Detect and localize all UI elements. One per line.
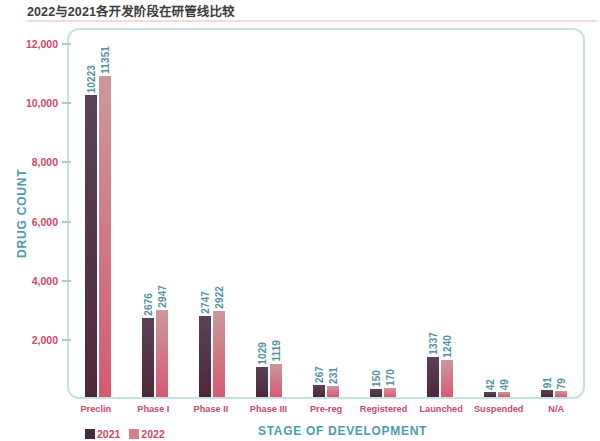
x-category-label: Suspended	[470, 404, 528, 414]
bar-wrap: 2947	[156, 310, 168, 397]
bar-2022-preclin	[99, 76, 111, 397]
bar-group-registered: 150170	[355, 30, 412, 397]
bar-value-label: 231	[327, 367, 338, 384]
bar-group-phase-i: 26762947	[126, 30, 183, 397]
bar-2021-pre-reg	[313, 385, 325, 397]
x-category-label: Pre-reg	[297, 404, 355, 414]
bar-2021-registered	[370, 389, 382, 397]
y-tick-label: 6,000	[0, 216, 58, 228]
y-tick-label: 2,000	[0, 334, 58, 346]
y-tick-label: 10,000	[0, 97, 58, 109]
bar-2021-preclin	[85, 95, 97, 397]
x-category-label: Preclin	[67, 404, 125, 414]
bar-2022-registered	[384, 388, 396, 397]
bar-value-label: 2922	[213, 286, 224, 309]
bar-wrap: 170	[384, 388, 396, 397]
bar-value-label: 2947	[156, 285, 167, 308]
bar-wrap: 150	[370, 389, 382, 397]
bar-value-label: 42	[485, 379, 496, 390]
bar-2022-phase-ii	[213, 311, 225, 397]
bar-wrap: 42	[484, 392, 496, 397]
y-tick	[62, 221, 71, 223]
bar-2021-phase-i	[142, 318, 154, 397]
y-tick-label: 8,000	[0, 156, 58, 168]
y-tick-label: 4,000	[0, 275, 58, 287]
plot-area: 1022311351267629472747292210291119267231…	[67, 28, 585, 399]
bar-value-label: 2747	[199, 291, 210, 314]
bar-wrap: 79	[555, 391, 567, 397]
bar-group-preclin: 1022311351	[69, 30, 126, 397]
legend-label: 2022	[141, 428, 164, 440]
bar-value-label: 1337	[428, 332, 439, 355]
bar-value-label: 1240	[442, 335, 453, 358]
bar-2022-launched	[441, 360, 453, 397]
bar-wrap: 10223	[85, 95, 97, 397]
x-category-label: Launched	[412, 404, 470, 414]
bar-value-label: 79	[556, 378, 567, 389]
bar-value-label: 170	[385, 369, 396, 386]
bar-wrap: 2676	[142, 318, 154, 397]
bar-wrap: 1240	[441, 360, 453, 397]
bar-2022-phase-i	[156, 310, 168, 397]
page-title: 2022与2021各开发阶段在研管线比较	[27, 1, 235, 20]
title-divider	[27, 20, 597, 22]
bar-group-launched: 13371240	[412, 30, 469, 397]
legend: 2021 2022	[85, 428, 165, 440]
bar-2021-phase-iii	[256, 367, 268, 397]
bar-wrap: 1337	[427, 357, 439, 397]
legend-item-2021: 2021	[85, 428, 120, 440]
y-tick-label: 12,000	[0, 38, 58, 50]
y-tick	[62, 102, 71, 104]
bar-wrap: 91	[541, 390, 553, 397]
bar-wrap: 267	[313, 385, 325, 397]
x-axis-labels: PreclinPhase IPhase IIPhase IIIPre-regRe…	[67, 404, 585, 414]
bar-group-pre-reg: 267231	[297, 30, 354, 397]
bar-group-phase-ii: 27472922	[183, 30, 240, 397]
bar-wrap: 231	[327, 386, 339, 397]
x-category-label: N/A	[528, 404, 586, 414]
bar-wrap: 2922	[213, 311, 225, 397]
bar-2021-n-a	[541, 390, 553, 397]
bars-container: 1022311351267629472747292210291119267231…	[69, 30, 583, 397]
bar-value-label: 49	[499, 379, 510, 390]
bar-2022-suspended	[498, 392, 510, 397]
x-category-label: Phase III	[240, 404, 298, 414]
legend-item-2022: 2022	[129, 428, 164, 440]
legend-swatch-2021	[85, 429, 95, 439]
bar-value-label: 2676	[142, 293, 153, 316]
bar-wrap: 1119	[270, 364, 282, 397]
bar-2021-phase-ii	[199, 316, 211, 397]
x-axis-title: STAGE OF DEVELOPMENT	[258, 424, 427, 438]
bar-wrap: 1029	[256, 367, 268, 397]
legend-swatch-2022	[129, 429, 139, 439]
bar-value-label: 91	[542, 377, 553, 388]
y-tick	[62, 339, 71, 341]
bar-wrap: 2747	[199, 316, 211, 397]
bar-value-label: 1029	[256, 342, 267, 365]
bar-group-n-a: 9179	[526, 30, 583, 397]
bar-value-label: 11351	[99, 46, 110, 74]
bar-wrap: 49	[498, 392, 510, 397]
bar-value-label: 150	[371, 370, 382, 387]
bar-value-label: 267	[313, 366, 324, 383]
y-tick	[62, 43, 71, 45]
bar-value-label: 1119	[270, 340, 281, 362]
bar-2021-suspended	[484, 392, 496, 397]
bar-group-phase-iii: 10291119	[240, 30, 297, 397]
bar-2022-phase-iii	[270, 364, 282, 397]
chart-page: 2022与2021各开发阶段在研管线比较 DRUG COUNT 10223113…	[0, 0, 600, 441]
bar-2022-n-a	[555, 391, 567, 397]
bar-2021-launched	[427, 357, 439, 397]
legend-label: 2021	[97, 428, 120, 440]
bar-value-label: 10223	[85, 65, 96, 93]
bar-group-suspended: 4249	[469, 30, 526, 397]
bar-wrap: 11351	[99, 76, 111, 397]
x-category-label: Phase I	[125, 404, 183, 414]
y-tick	[62, 161, 71, 163]
y-tick	[62, 280, 71, 282]
bar-2022-pre-reg	[327, 386, 339, 397]
x-category-label: Phase II	[182, 404, 240, 414]
x-category-label: Registered	[355, 404, 413, 414]
